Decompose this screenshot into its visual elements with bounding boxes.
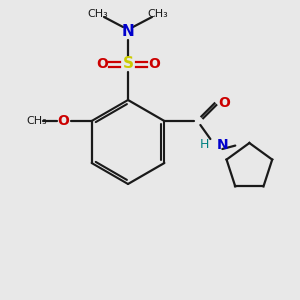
Text: O: O [148,57,160,71]
Text: CH₃: CH₃ [88,9,108,19]
Text: S: S [122,56,134,71]
Text: O: O [58,114,70,128]
Text: O: O [218,96,230,110]
Text: CH₃: CH₃ [148,9,168,19]
Text: H: H [200,139,209,152]
Text: N: N [122,25,134,40]
Text: O: O [96,57,108,71]
Text: CH₃: CH₃ [26,116,47,126]
Text: N: N [216,138,228,152]
